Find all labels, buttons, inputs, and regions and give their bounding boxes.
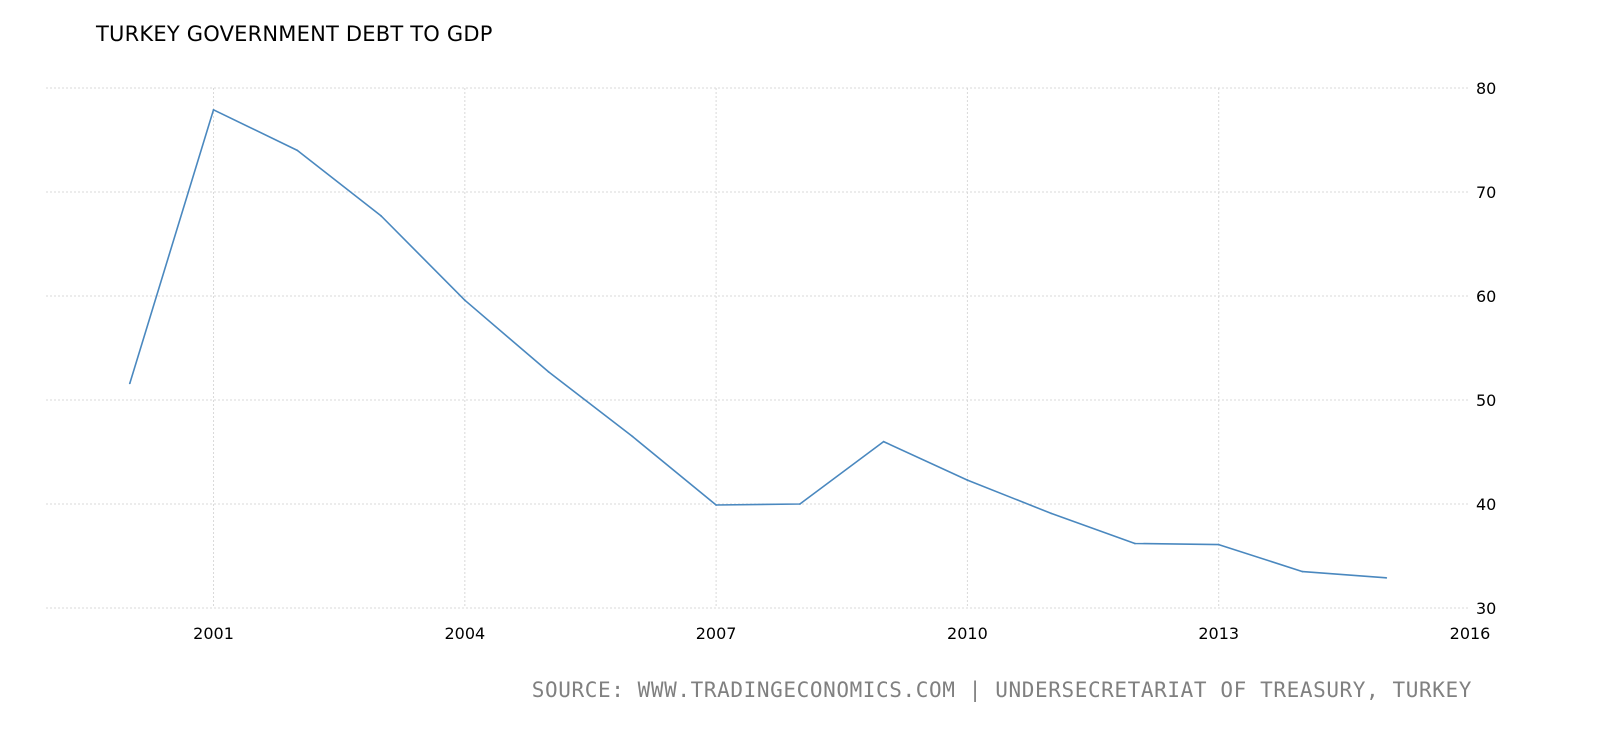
x-tick-label: 2016 [1450, 624, 1491, 643]
grid-lines [46, 87, 1470, 609]
x-tick-label: 2013 [1198, 624, 1239, 643]
y-axis-ticks: 30 40 50 60 70 80 [1476, 79, 1496, 618]
y-tick-label: 70 [1476, 183, 1496, 202]
x-tick-label: 2007 [696, 624, 737, 643]
debt-series-line [129, 109, 1387, 579]
x-tick-label: 2001 [193, 624, 234, 643]
x-tick-label: 2010 [947, 624, 988, 643]
data-point [631, 435, 634, 438]
y-tick-label: 60 [1476, 287, 1496, 306]
data-point [1134, 542, 1136, 545]
data-point [715, 504, 718, 506]
data-point [882, 440, 885, 443]
data-point [966, 479, 969, 481]
series-group [128, 108, 1388, 579]
data-point [1050, 512, 1053, 515]
data-point [463, 299, 466, 302]
data-point [296, 149, 299, 152]
data-point [212, 108, 215, 111]
y-tick-label: 40 [1476, 495, 1496, 514]
data-point [1301, 570, 1304, 573]
data-point [798, 503, 801, 505]
source-note: SOURCE: WWW.TRADINGECONOMICS.COM | UNDER… [531, 678, 1472, 702]
data-point [380, 215, 382, 217]
data-point [547, 371, 550, 373]
data-point [128, 382, 131, 385]
x-tick-label: 2004 [444, 624, 485, 643]
y-tick-label: 50 [1476, 391, 1496, 410]
data-point [1385, 576, 1388, 579]
y-tick-label: 30 [1476, 599, 1496, 618]
data-point [1217, 543, 1220, 546]
chart-title: TURKEY GOVERNMENT DEBT TO GDP [96, 22, 493, 46]
y-tick-label: 80 [1476, 79, 1496, 98]
x-axis-ticks: 2001 2004 2007 2010 2013 2016 [193, 624, 1490, 643]
